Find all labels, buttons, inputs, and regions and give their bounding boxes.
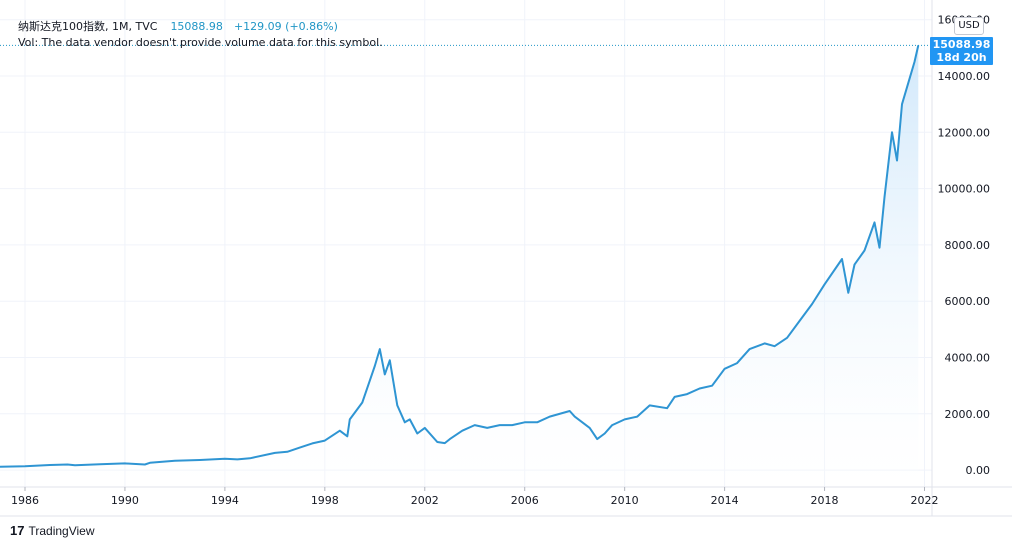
volume-legend: Vol: The data vendor doesn't provide vol… <box>18 36 383 49</box>
time-tick-label: 2002 <box>411 494 439 507</box>
tradingview-logo-icon: 17 <box>10 523 25 538</box>
time-tick-label: 1994 <box>211 494 239 507</box>
vertical-gridlines <box>24 0 926 487</box>
last-price-tag: 15088.98 18d 20h <box>930 37 993 66</box>
last-price-value: 15088.98 <box>170 20 223 33</box>
symbol-legend[interactable]: 纳斯达克100指数, 1M, TVC 15088.98 +129.09 (+0.… <box>18 20 338 33</box>
currency-button[interactable]: USD <box>954 17 984 35</box>
price-area-fill <box>0 45 919 488</box>
brand-name: TradingView <box>28 524 95 538</box>
time-tick-label: 2022 <box>911 494 939 507</box>
change-percent: (+0.86%) <box>285 20 338 33</box>
price-tick-label: 12000.00 <box>938 126 991 139</box>
time-tick-label: 2010 <box>611 494 639 507</box>
price-tick-label: 8000.00 <box>945 239 991 252</box>
price-tick-label: 14000.00 <box>938 70 991 83</box>
time-tick-label: 1998 <box>311 494 339 507</box>
symbol-name[interactable]: 纳斯达克100指数 <box>18 20 105 33</box>
time-tick-label: 1990 <box>111 494 139 507</box>
tradingview-branding[interactable]: 17 TradingView <box>10 523 95 538</box>
price-tick-label: 4000.00 <box>945 352 991 365</box>
volume-notice: Vol: The data vendor doesn't provide vol… <box>18 36 383 49</box>
price-tick-label: 2000.00 <box>945 408 991 421</box>
time-scale-labels: 1986 1990 1994 1998 2002 2006 2010 2014 2018 2022 <box>11 487 939 507</box>
price-tick-label: 6000.00 <box>945 295 991 308</box>
price-tag-value: 15088.98 <box>932 38 991 52</box>
price-tick-label: 0.00 <box>966 464 991 477</box>
price-scale-labels: 0.00 2000.00 4000.00 6000.00 8000.00 10000.00… <box>938 14 991 477</box>
time-tick-label: 2006 <box>511 494 539 507</box>
interval-label: 1M <box>112 20 129 33</box>
change-value: +129.09 <box>233 20 282 33</box>
time-tick-label: 2014 <box>711 494 739 507</box>
time-tick-label: 2018 <box>811 494 839 507</box>
source-label: TVC <box>135 20 158 33</box>
price-tick-label: 10000.00 <box>938 183 991 196</box>
horizontal-gridlines <box>0 19 932 471</box>
bar-countdown: 18d 20h <box>936 51 987 65</box>
price-line <box>0 45 920 468</box>
time-tick-label: 1986 <box>11 494 39 507</box>
